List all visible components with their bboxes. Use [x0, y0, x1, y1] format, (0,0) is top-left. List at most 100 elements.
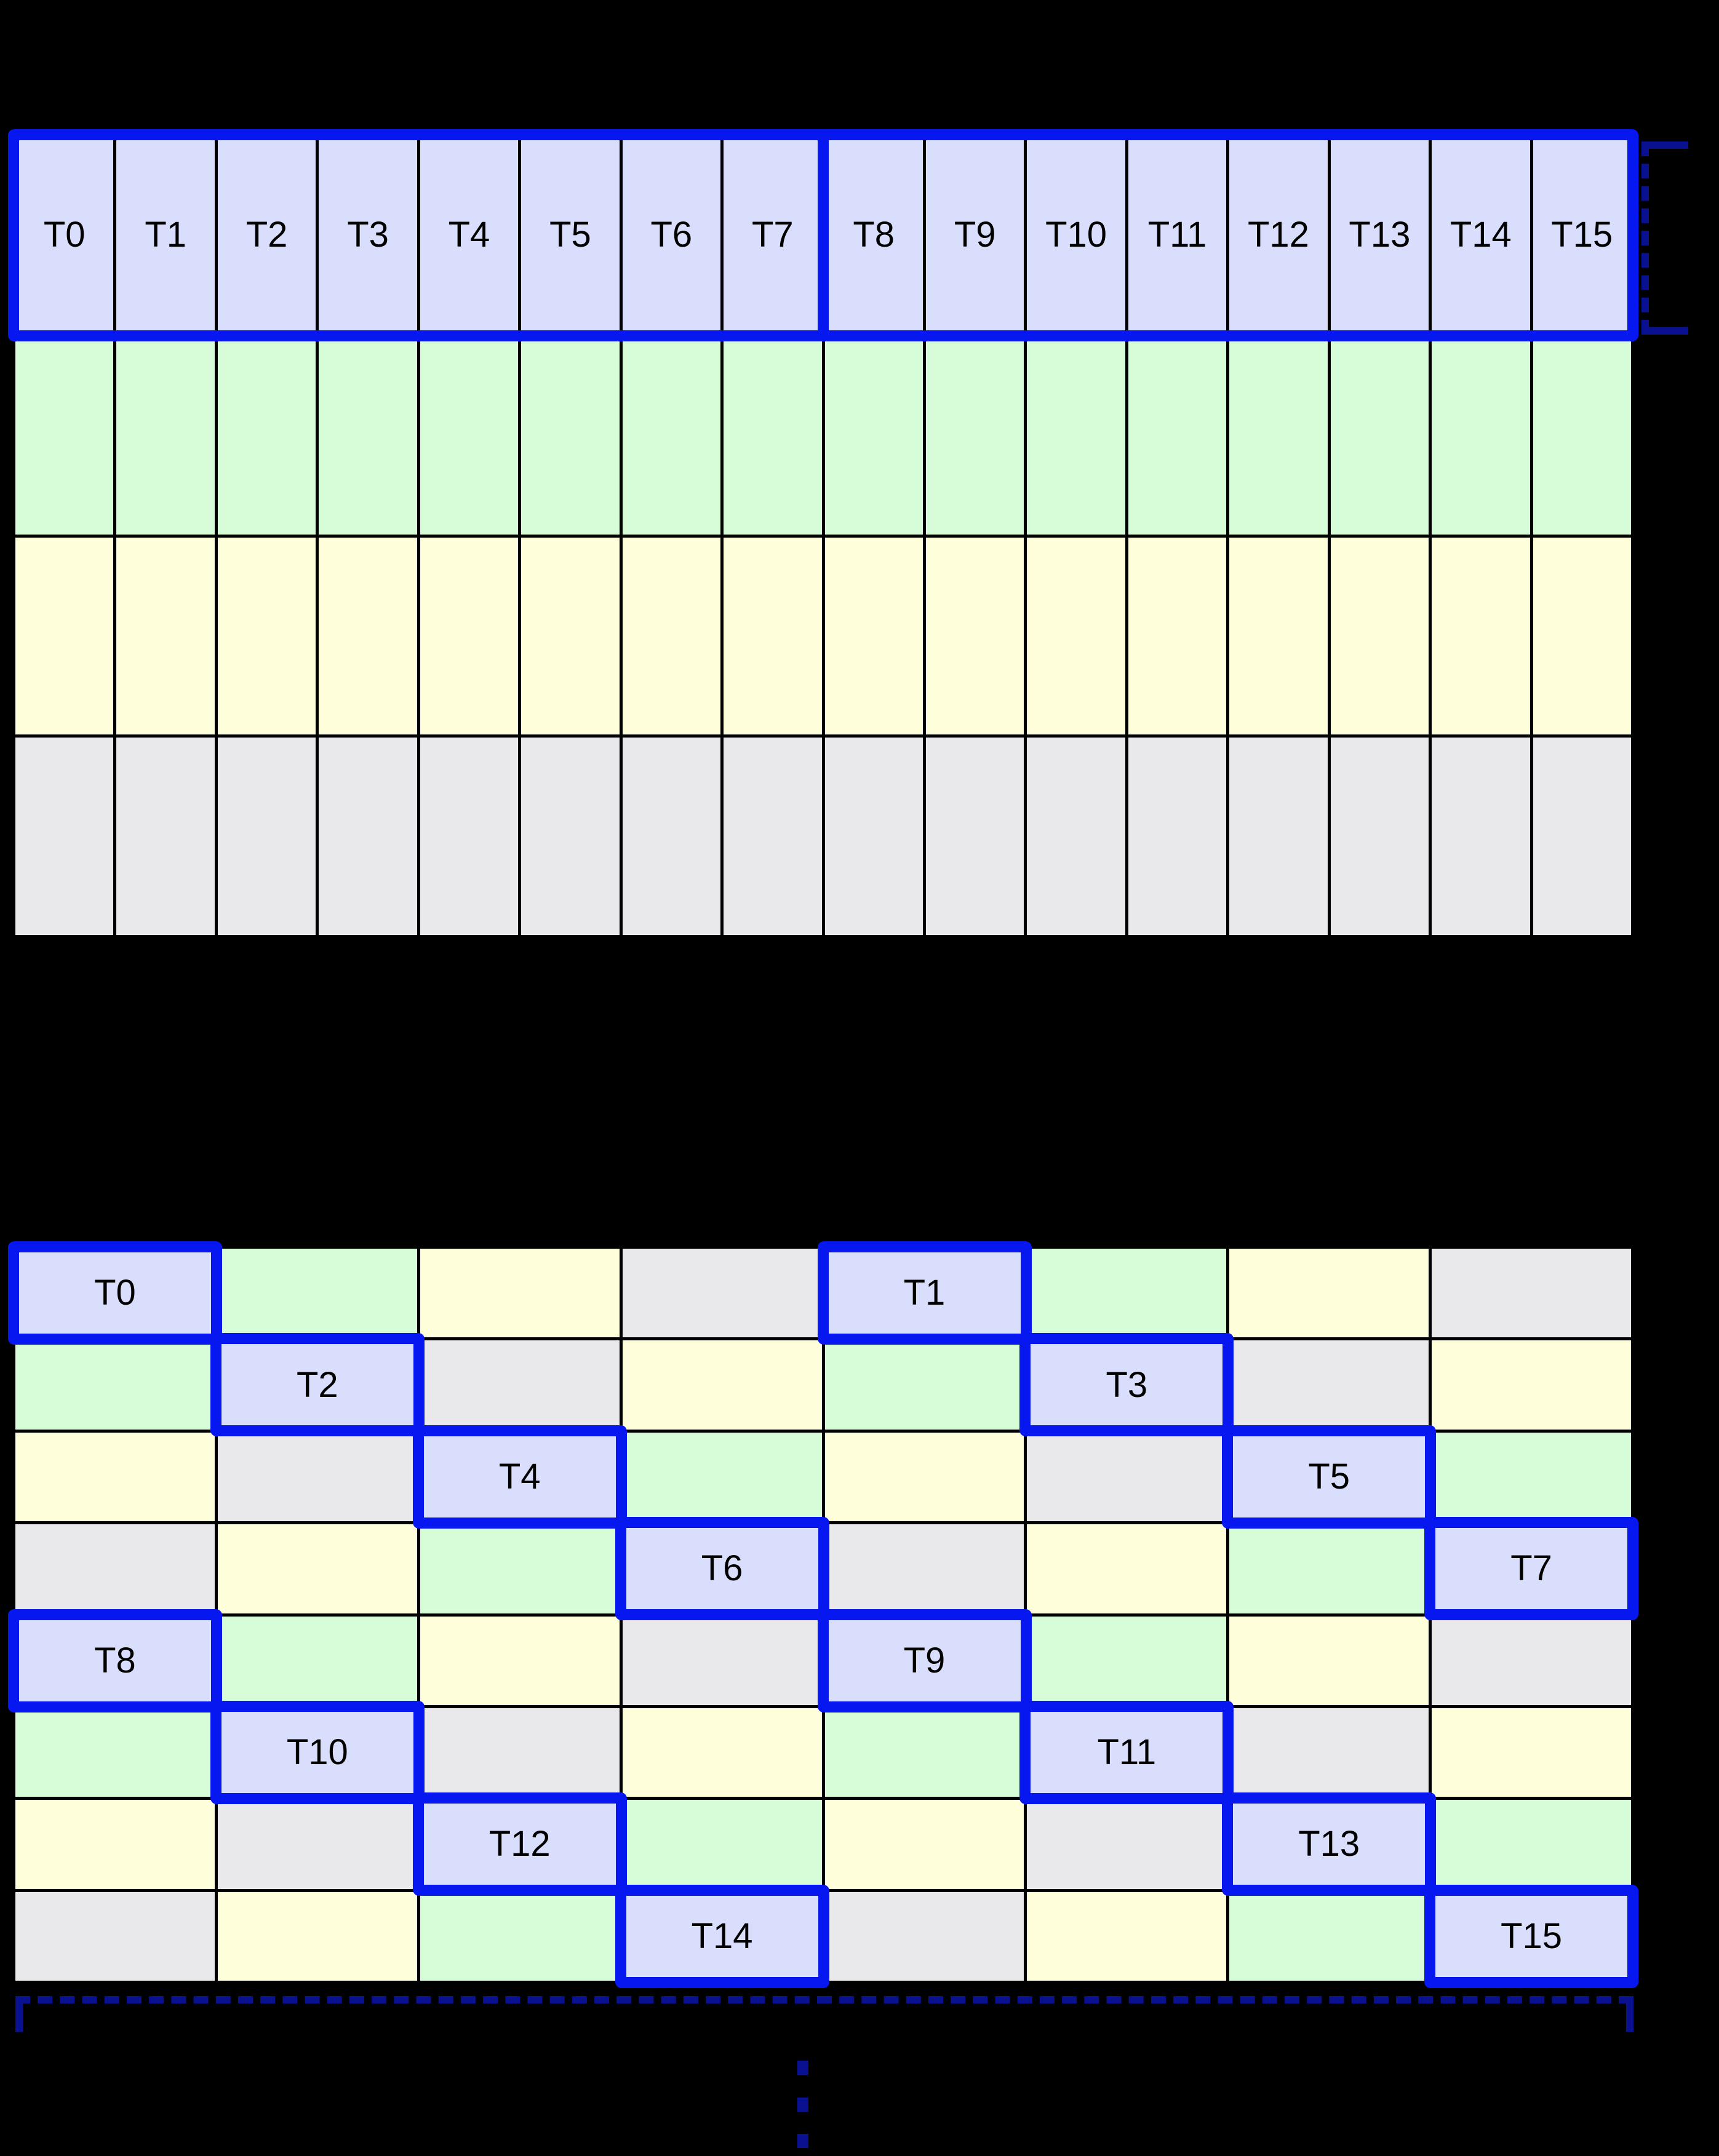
thread-label: T4 — [498, 1456, 541, 1497]
memory-cell — [1432, 1616, 1631, 1705]
thread-cell-T10: T10 — [1027, 137, 1125, 334]
memory-cell — [1229, 1524, 1429, 1613]
memory-cell — [15, 336, 114, 535]
memory-cell — [420, 1708, 620, 1797]
thread-label: T3 — [1106, 1364, 1148, 1405]
memory-cell — [420, 1340, 620, 1430]
memory-cell — [420, 1616, 620, 1705]
memory-cell — [1027, 1432, 1227, 1522]
memory-cell — [15, 1891, 215, 1981]
memory-cell — [925, 738, 1024, 935]
memory-cell — [1533, 537, 1631, 735]
memory-cell — [420, 336, 519, 535]
thread-label: T12 — [489, 1824, 551, 1864]
memory-cell — [1027, 1524, 1227, 1613]
thread-label: T5 — [1308, 1456, 1350, 1497]
thread-label: T2 — [245, 215, 288, 255]
strided-access-table: T0 T1 T2 T3 T4 T5 T6 T7 T8 T9 T10 T11 T12 T13 T14 T15 — [8, 1241, 1638, 1988]
memory-cell — [622, 1708, 822, 1797]
memory-cell — [521, 738, 620, 935]
memory-cell — [1533, 336, 1631, 535]
thread-cell-T14: T14 — [622, 1891, 822, 1981]
memory-cell — [1229, 738, 1328, 935]
memory-cell — [217, 1800, 417, 1889]
memory-cell — [622, 1432, 822, 1522]
memory-cell — [15, 738, 114, 935]
memory-cell — [1229, 1891, 1429, 1981]
thread-label: T15 — [1551, 215, 1613, 255]
thread-label: T9 — [954, 215, 996, 255]
memory-cell — [724, 738, 822, 935]
thread-cell-T14: T14 — [1432, 137, 1530, 334]
memory-cell — [1229, 1249, 1429, 1338]
memory-cell — [1128, 738, 1227, 935]
memory-cell — [724, 336, 822, 535]
memory-cell — [116, 336, 215, 535]
memory-cell — [319, 537, 417, 735]
thread-label: T6 — [650, 215, 693, 255]
memory-cell — [622, 1249, 822, 1338]
memory-cell — [1229, 1340, 1429, 1430]
thread-cell-T0: T0 — [15, 137, 114, 334]
memory-cell — [622, 738, 721, 935]
thread-cell-T9: T9 — [824, 1616, 1024, 1705]
thread-cell-T11: T11 — [1027, 1708, 1227, 1797]
memory-cell — [217, 537, 316, 735]
memory-cell — [1432, 537, 1530, 735]
memory-cell — [15, 1340, 215, 1430]
memory-cell — [15, 1524, 215, 1613]
memory-cell — [622, 1800, 822, 1889]
thread-cell-T2: T2 — [217, 1340, 417, 1430]
memory-cell — [1432, 1340, 1631, 1430]
thread-cell-T11: T11 — [1128, 137, 1227, 334]
thread-cell-T2: T2 — [217, 137, 316, 334]
memory-cell — [1229, 537, 1328, 735]
thread-label: T15 — [1501, 1915, 1563, 1956]
memory-cell — [319, 738, 417, 935]
memory-cell — [1027, 336, 1125, 535]
memory-cell — [116, 738, 215, 935]
memory-cell — [824, 1708, 1024, 1797]
ellipsis-dot — [797, 2061, 808, 2075]
thread-label: T1 — [903, 1273, 946, 1313]
thread-row-bracket — [1641, 141, 1688, 335]
memory-cell — [1533, 738, 1631, 935]
memory-cell — [824, 336, 923, 535]
thread-cell-T10: T10 — [217, 1708, 417, 1797]
memory-cell — [116, 537, 215, 735]
memory-cell — [1432, 1708, 1631, 1797]
thread-cell-T8: T8 — [15, 1616, 215, 1705]
thread-label: T10 — [286, 1732, 348, 1773]
memory-cell — [319, 336, 417, 535]
memory-cell — [824, 1800, 1024, 1889]
thread-label: T0 — [94, 1273, 136, 1313]
memory-cell — [217, 1616, 417, 1705]
thread-cell-T5: T5 — [521, 137, 620, 334]
thread-cell-T1: T1 — [116, 137, 215, 334]
memory-cell — [1432, 1249, 1631, 1338]
thread-cell-T7: T7 — [1432, 1524, 1631, 1613]
thread-cell-T12: T12 — [420, 1800, 620, 1889]
thread-cell-T3: T3 — [1027, 1340, 1227, 1430]
memory-cell — [521, 336, 620, 535]
thread-label: T5 — [549, 215, 591, 255]
memory-cell — [1229, 336, 1328, 535]
memory-cell — [824, 537, 923, 735]
thread-label: T2 — [296, 1364, 338, 1405]
thread-label: T10 — [1045, 215, 1107, 255]
memory-cell — [622, 1340, 822, 1430]
memory-cell — [824, 738, 923, 935]
thread-label: T3 — [347, 215, 389, 255]
thread-label: T14 — [691, 1915, 753, 1956]
memory-cell — [824, 1891, 1024, 1981]
memory-cell — [420, 1891, 620, 1981]
memory-cell — [1128, 336, 1227, 535]
memory-cell — [217, 738, 316, 935]
memory-cell — [15, 1708, 215, 1797]
thread-cell-T0: T0 — [15, 1249, 215, 1338]
thread-cell-T9: T9 — [925, 137, 1024, 334]
thread-cell-T5: T5 — [1229, 1432, 1429, 1522]
thread-cell-T13: T13 — [1330, 137, 1429, 334]
thread-cell-T13: T13 — [1229, 1800, 1429, 1889]
